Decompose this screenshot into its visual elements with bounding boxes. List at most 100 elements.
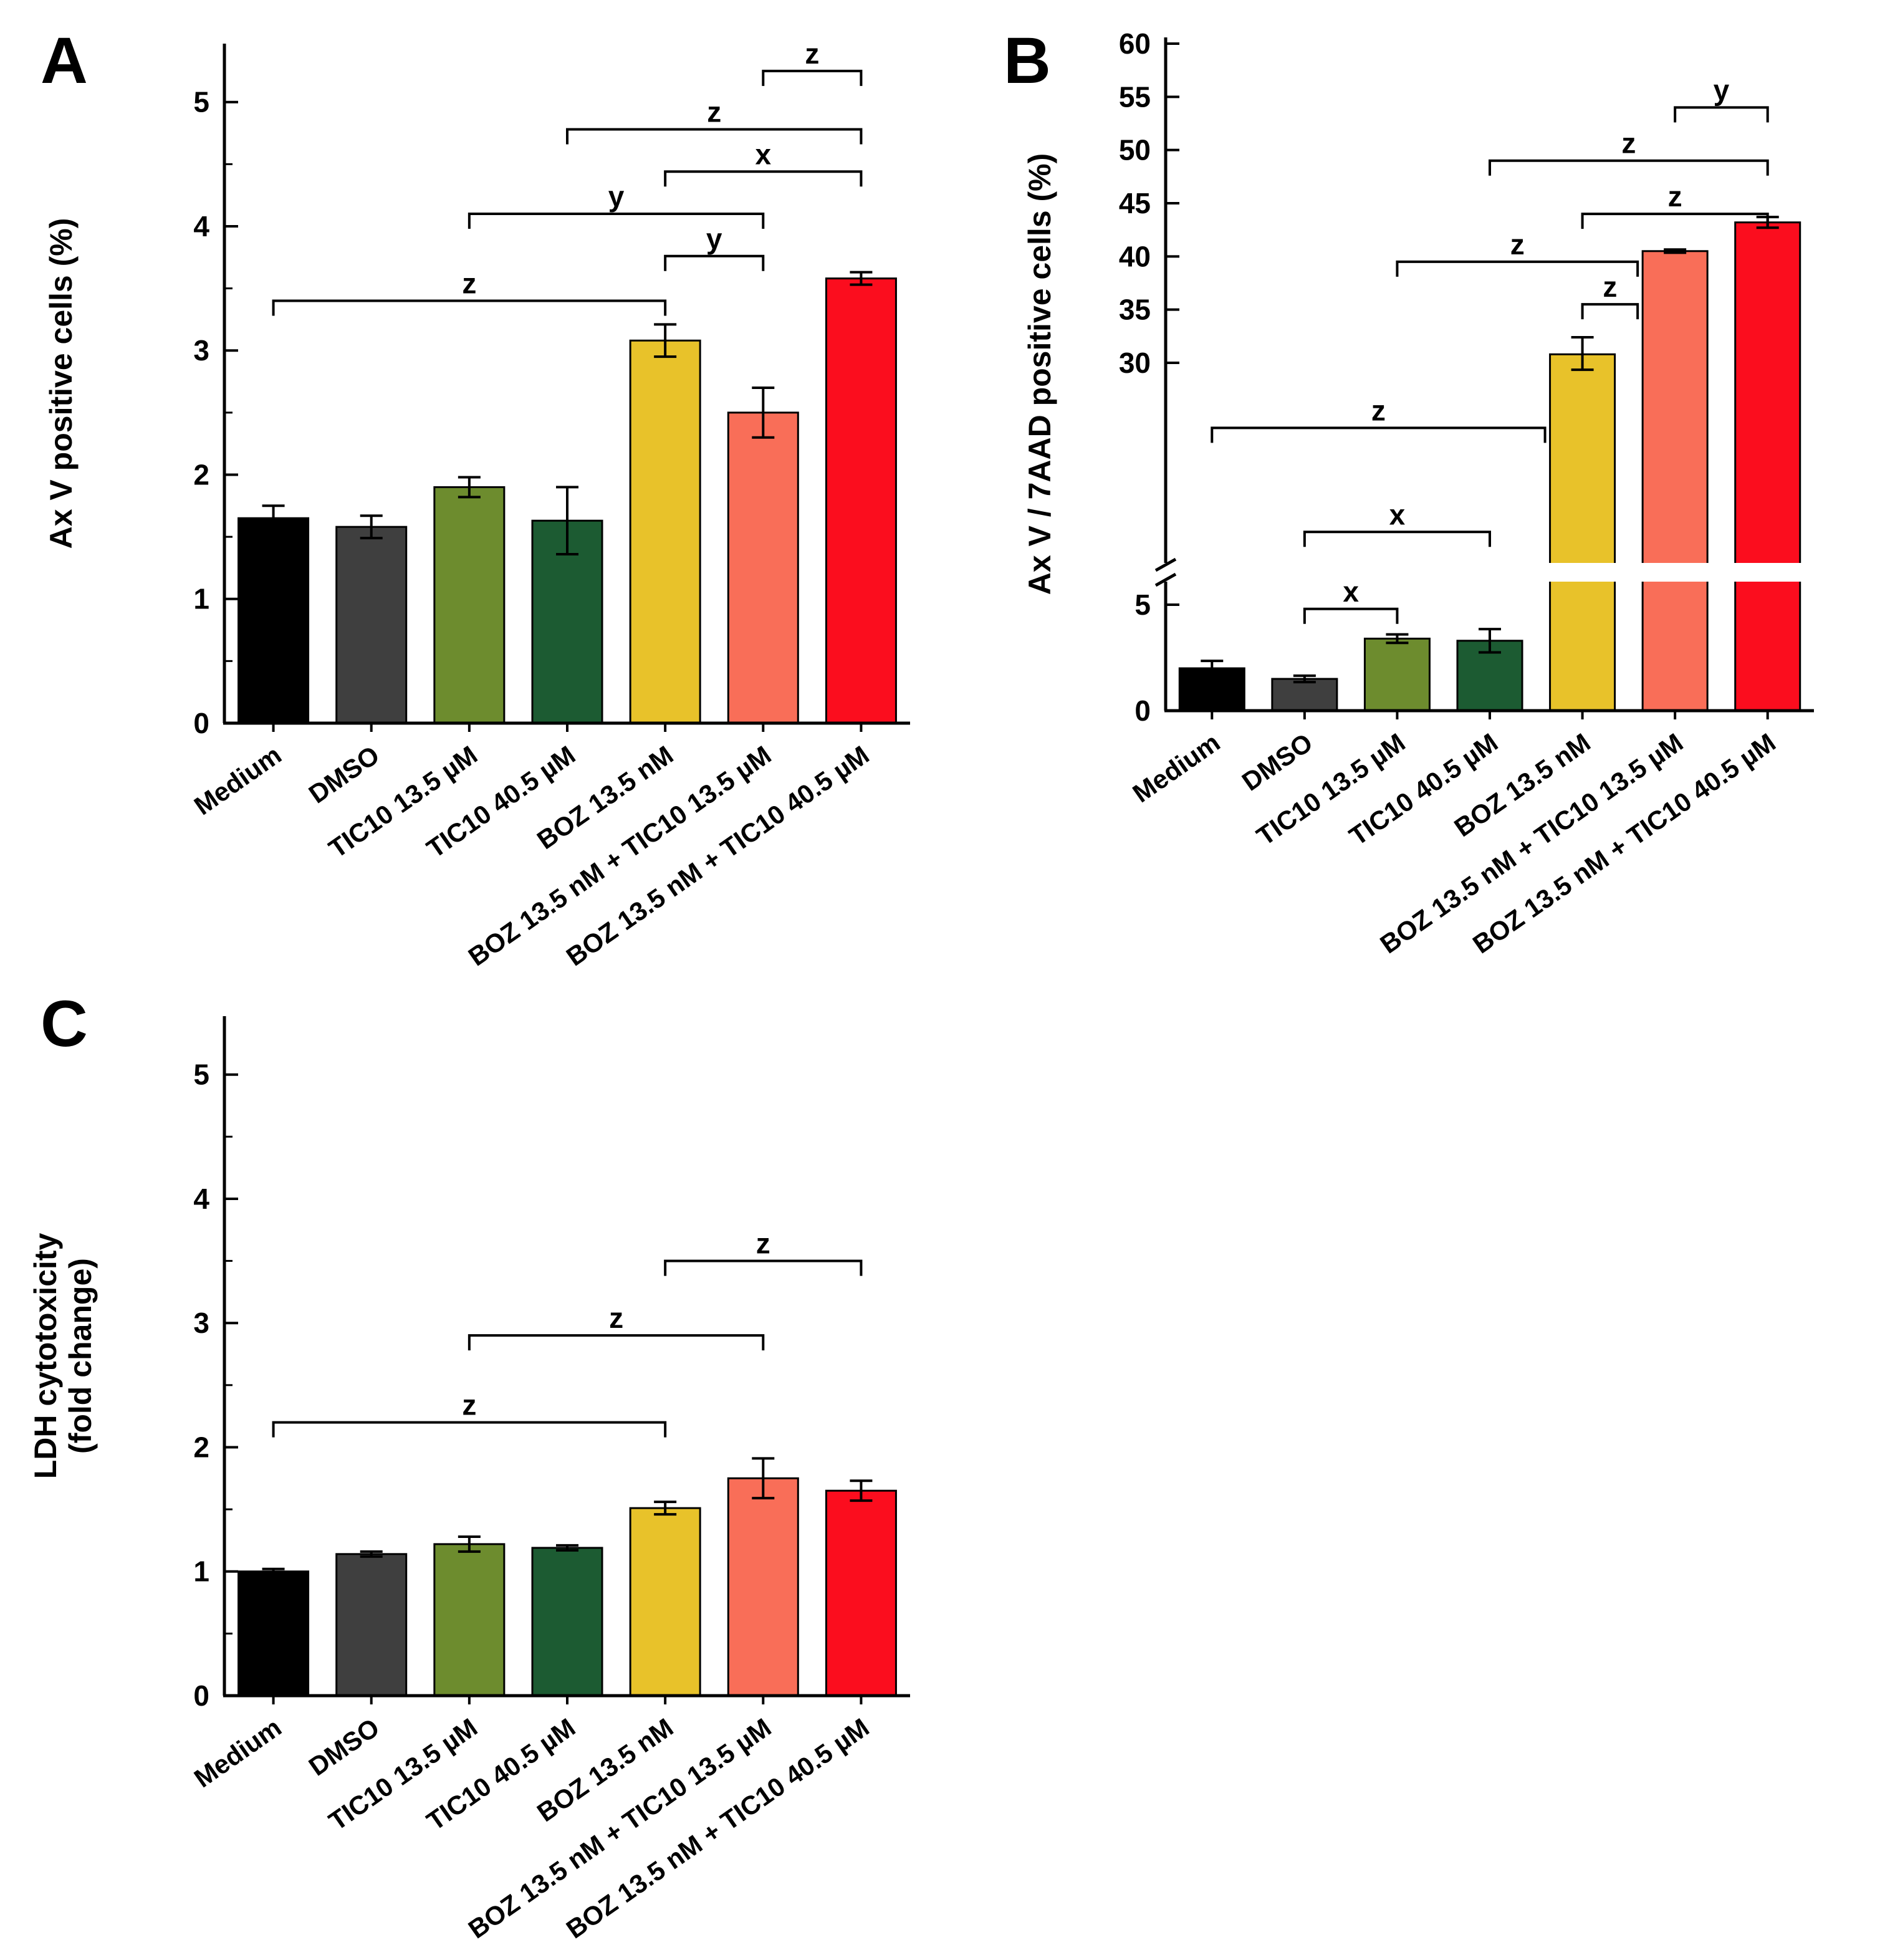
bar — [825, 277, 897, 724]
sig-label: z — [1510, 228, 1525, 261]
y-tick-label: 2 — [193, 458, 209, 491]
bar — [1549, 353, 1616, 712]
y-tick-label: 45 — [1119, 187, 1151, 219]
bar — [1271, 678, 1338, 712]
sig-bracket — [762, 69, 863, 86]
sig-bracket — [664, 254, 765, 271]
bars — [237, 1477, 897, 1697]
bar — [433, 1543, 506, 1697]
bar — [727, 411, 799, 724]
x-category-label: DMSO — [304, 1713, 385, 1782]
sig-label: z — [462, 1389, 476, 1421]
error-bars — [262, 271, 873, 556]
bar — [433, 486, 506, 724]
y-tick-label: 3 — [193, 1307, 209, 1339]
sig-bracket — [1489, 159, 1769, 176]
panel-a-chart-area: 0 1 2 3 4 5 Medium DMSO TIC10 13.5 µM TIC10 40.5 … — [12, 6, 947, 979]
sig-label: z — [707, 96, 721, 128]
sig-bracket — [566, 128, 863, 145]
bar — [335, 526, 408, 724]
bar — [1363, 637, 1431, 712]
axes — [1164, 37, 1814, 713]
bars — [237, 277, 897, 724]
y-axis-ticks: 0 1 2 3 4 5 — [193, 1059, 238, 1712]
bar — [335, 1553, 408, 1697]
bars — [1178, 221, 1801, 712]
sig-bracket — [468, 213, 765, 229]
bar — [1178, 667, 1245, 712]
y-axis-ticks: 0 1 2 3 4 5 — [193, 86, 238, 739]
y-tick-label: 55 — [1119, 80, 1151, 113]
sig-label: y — [1714, 74, 1730, 106]
sig-bracket — [1303, 531, 1491, 547]
panel-a-letter: A — [41, 24, 88, 97]
y-tick-label: 1 — [193, 583, 209, 615]
y-axis-title: LDH cytotoxicity — [28, 1233, 63, 1479]
sig-label: y — [608, 180, 625, 213]
bar — [531, 1547, 603, 1697]
sig-label: z — [1621, 127, 1636, 160]
bar — [825, 1489, 897, 1697]
bar — [531, 519, 603, 724]
sig-label: z — [805, 37, 819, 70]
y-tick-label: 0 — [1134, 694, 1151, 727]
x-category-label: DMSO — [304, 740, 385, 809]
bar — [629, 339, 701, 724]
bar — [629, 1507, 701, 1697]
y-tick-label: 60 — [1119, 27, 1151, 60]
x-category-label: DMSO — [1237, 728, 1318, 797]
bar — [237, 517, 310, 724]
y-tick-label: 1 — [193, 1555, 209, 1588]
y-tick-label: 2 — [193, 1431, 209, 1463]
sig-label: z — [756, 1227, 770, 1260]
y-tick-label: 3 — [193, 334, 209, 367]
sig-bracket — [664, 1259, 863, 1276]
error-bars — [262, 1457, 873, 1575]
sig-label: z — [1668, 180, 1682, 213]
y-axis-title: Ax V / 7AAD positive cells (%) — [1022, 153, 1057, 595]
sig-label: z — [1371, 394, 1386, 426]
y-tick-label: 50 — [1119, 134, 1151, 166]
panel-b-chart-area: 0 5 30 35 40 45 50 55 60 Medium DMSO TIC10 13.5 µM T… — [997, 6, 1885, 979]
y-axis-title: Ax V positive cells (%) — [44, 218, 79, 549]
sig-label: z — [462, 267, 476, 300]
y-tick-label: 0 — [193, 1679, 209, 1712]
y-tick-label: 4 — [193, 210, 209, 243]
sig-bracket — [1303, 607, 1399, 624]
sig-bracket — [1211, 426, 1547, 443]
sig-bracket — [1581, 303, 1639, 320]
y-tick-label: 5 — [1134, 588, 1151, 621]
axis-break-icon — [1154, 557, 1177, 587]
sig-bracket — [468, 1334, 765, 1351]
y-tick-label: 0 — [193, 707, 209, 739]
x-category-label: Medium — [189, 740, 287, 821]
y-tick-label: 35 — [1119, 294, 1151, 326]
panel-c-letter: C — [41, 987, 88, 1060]
bar — [727, 1477, 799, 1697]
panel-c-chart-area: 0 1 2 3 4 5 Medium DMSO TIC10 13.5 µM TIC10 40.5 … — [12, 979, 947, 1951]
significance-brackets: z z z — [272, 1227, 863, 1438]
y-tick-label: 5 — [193, 1059, 209, 1091]
sig-label: z — [609, 1302, 623, 1334]
sig-label: z — [1603, 271, 1617, 303]
significance-brackets: z y y x z z — [272, 37, 863, 316]
sig-label: x — [1343, 575, 1359, 608]
sig-bracket — [1396, 260, 1639, 277]
bar — [1734, 221, 1801, 712]
axis-break-band — [1153, 563, 1814, 582]
sig-bracket — [272, 1421, 667, 1438]
bar — [237, 1570, 310, 1697]
panel-b-letter: B — [1004, 24, 1051, 97]
sig-bracket — [664, 170, 863, 187]
sig-label: x — [1389, 498, 1406, 531]
bar — [1641, 250, 1709, 712]
x-category-label: Medium — [189, 1713, 287, 1794]
y-tick-label: 40 — [1119, 240, 1151, 272]
